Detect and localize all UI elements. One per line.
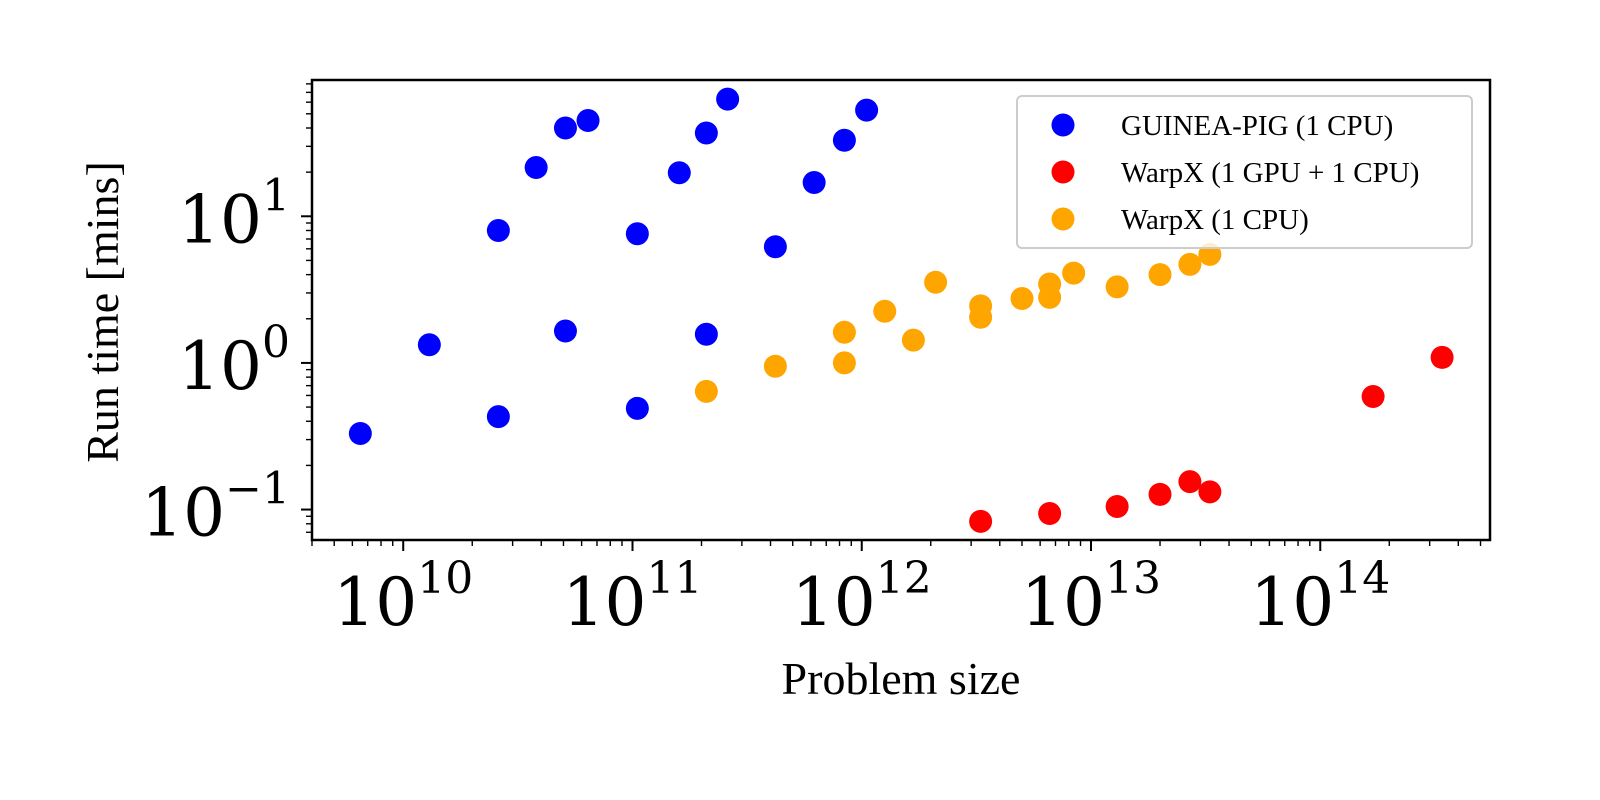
data-point (1430, 345, 1454, 369)
x-tick-label: 1013 (1021, 553, 1161, 641)
data-point (924, 270, 948, 294)
x-tick-label: 1014 (1250, 553, 1390, 641)
legend-marker (1051, 160, 1075, 184)
y-tick-exponent: 0 (262, 317, 290, 368)
x-tick-label: 1010 (333, 553, 473, 641)
data-point (969, 305, 993, 329)
data-point (832, 320, 856, 344)
y-tick-base: 10 (141, 475, 225, 552)
data-point (1178, 252, 1202, 276)
data-point (1361, 385, 1385, 409)
data-point (486, 218, 510, 242)
data-point (667, 161, 691, 185)
data-point (901, 328, 925, 352)
series-warpx-1-gpu-1-cpu (969, 345, 1454, 533)
x-tick-exponent: 11 (646, 553, 702, 604)
data-point (417, 333, 441, 357)
legend-marker (1051, 207, 1075, 231)
data-point (1105, 494, 1129, 518)
legend-label: WarpX (1 GPU + 1 CPU) (1121, 157, 1419, 189)
x-tick-base: 10 (1021, 564, 1105, 641)
x-tick-base: 10 (792, 564, 876, 641)
data-point (1038, 272, 1062, 296)
x-tick-exponent: 12 (876, 553, 932, 604)
y-tick-exponent: 1 (262, 170, 290, 221)
data-point (486, 405, 510, 429)
data-point (1105, 275, 1129, 299)
data-point (553, 319, 577, 343)
data-point (832, 128, 856, 152)
legend-label: GUINEA-PIG (1 CPU) (1121, 110, 1393, 142)
data-points (348, 87, 1454, 533)
data-point (348, 422, 372, 446)
data-point (802, 170, 826, 194)
series-guinea-pig-1-cpu (348, 87, 879, 446)
data-point (694, 121, 718, 145)
y-axis-label: Run time [mins] (77, 161, 128, 463)
x-tick-base: 10 (562, 564, 646, 641)
data-point (1178, 470, 1202, 494)
data-point (832, 351, 856, 375)
data-point (1148, 482, 1172, 506)
legend-marker (1051, 113, 1075, 137)
data-point (855, 98, 879, 122)
x-axis-label: Problem size (782, 653, 1021, 704)
data-point (716, 87, 740, 111)
major-ticks (301, 215, 1322, 551)
data-point (625, 396, 649, 420)
y-tick-label: 101 (178, 170, 290, 258)
x-tick-exponent: 13 (1105, 553, 1161, 604)
legend-label: WarpX (1 CPU) (1121, 204, 1309, 236)
data-point (625, 222, 649, 246)
x-tick-exponent: 14 (1334, 553, 1390, 604)
data-point (1198, 480, 1222, 504)
data-point (694, 322, 718, 346)
data-point (1038, 501, 1062, 525)
y-tick-label: 10−1 (141, 464, 290, 552)
x-tick-label: 1012 (792, 553, 932, 641)
data-point (969, 509, 993, 533)
y-tick-base: 10 (178, 328, 262, 405)
plot-frame (310, 78, 1492, 542)
data-point (763, 354, 787, 378)
x-tick-base: 10 (1250, 564, 1334, 641)
y-tick-base: 10 (178, 181, 262, 258)
data-point (1010, 286, 1034, 310)
data-point (873, 299, 897, 323)
data-point (576, 109, 600, 133)
data-point (763, 235, 787, 259)
y-tick-label: 100 (178, 317, 290, 405)
data-point (1062, 261, 1086, 285)
legend: GUINEA-PIG (1 CPU) WarpX (1 GPU + 1 CPU) W… (1016, 95, 1473, 249)
y-tick-exponent: −1 (225, 464, 290, 515)
series-warpx-1-cpu (694, 242, 1222, 403)
data-point (694, 379, 718, 403)
data-point (1148, 263, 1172, 287)
data-point (524, 156, 548, 180)
x-tick-label: 1011 (562, 553, 702, 641)
x-tick-base: 10 (333, 564, 417, 641)
legend-box (1016, 95, 1473, 249)
data-point (553, 116, 577, 140)
x-tick-exponent: 10 (417, 553, 473, 604)
